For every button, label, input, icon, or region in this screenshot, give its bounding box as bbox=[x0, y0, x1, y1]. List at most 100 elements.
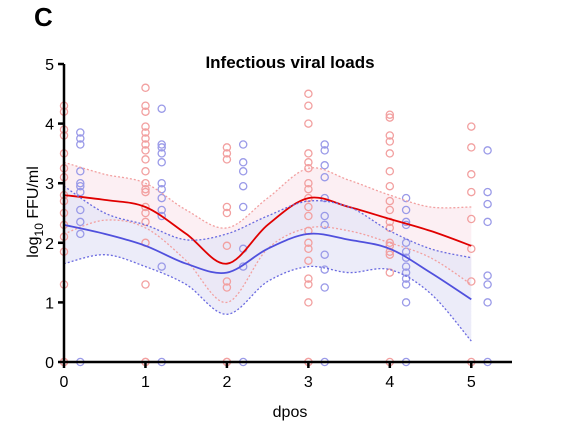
data-point-0-72 bbox=[385, 181, 395, 191]
data-point-0-41 bbox=[222, 241, 232, 251]
data-point-0-51 bbox=[304, 164, 313, 173]
data-point-0-63 bbox=[304, 298, 313, 307]
data-point-0-19 bbox=[141, 122, 150, 131]
y-tick-label-2: 2 bbox=[45, 236, 54, 253]
y-tick-label-5: 5 bbox=[45, 57, 54, 74]
data-point-0-49 bbox=[304, 149, 313, 158]
data-point-1-58 bbox=[483, 217, 492, 227]
data-point-0-18 bbox=[141, 107, 150, 116]
data-point-1-8 bbox=[76, 217, 85, 227]
data-point-0-28 bbox=[141, 187, 150, 197]
data-point-0-71 bbox=[385, 167, 395, 176]
data-point-1-13 bbox=[157, 143, 166, 152]
x-tick-label-3: 3 bbox=[304, 374, 313, 391]
data-point-1-46 bbox=[401, 238, 411, 248]
data-point-0-37 bbox=[222, 149, 232, 158]
data-point-0-30 bbox=[141, 208, 150, 218]
data-point-0-39 bbox=[222, 202, 232, 212]
data-point-1-48 bbox=[401, 253, 411, 262]
data-point-0-31 bbox=[141, 217, 150, 227]
data-point-1-6 bbox=[76, 187, 85, 197]
data-point-1-4 bbox=[76, 178, 85, 188]
confidence-band-1 bbox=[64, 186, 472, 342]
data-point-1-5 bbox=[76, 181, 85, 191]
data-point-1-2 bbox=[76, 140, 85, 149]
data-point-1-36 bbox=[320, 211, 329, 221]
data-point-0-59 bbox=[304, 244, 313, 254]
data-point-0-70 bbox=[385, 149, 395, 158]
x-tick-label-2: 2 bbox=[222, 374, 231, 391]
data-point-0-25 bbox=[141, 167, 150, 176]
fit-line-0 bbox=[63, 194, 472, 265]
data-point-0-55 bbox=[304, 202, 313, 212]
data-point-1-9 bbox=[76, 229, 85, 239]
data-point-1-23 bbox=[238, 140, 248, 149]
data-point-0-67 bbox=[385, 113, 395, 122]
x-tick-label-0: 0 bbox=[60, 374, 69, 391]
data-point-0-52 bbox=[304, 178, 313, 188]
data-point-0-42 bbox=[222, 277, 232, 286]
data-point-1-12 bbox=[157, 140, 166, 149]
data-point-1-25 bbox=[238, 167, 248, 176]
data-point-0-69 bbox=[385, 137, 395, 146]
data-point-1-56 bbox=[483, 187, 492, 197]
data-point-1-49 bbox=[401, 262, 411, 271]
y-tick-label-3: 3 bbox=[45, 176, 54, 193]
data-point-1-40 bbox=[320, 283, 329, 292]
data-point-1-43 bbox=[401, 205, 411, 215]
panel-label: C bbox=[34, 2, 53, 32]
x-tick-label-4: 4 bbox=[385, 374, 394, 391]
data-point-1-7 bbox=[76, 205, 85, 215]
data-point-0-58 bbox=[304, 238, 313, 248]
data-point-0-89 bbox=[467, 277, 476, 286]
data-point-0-20 bbox=[141, 128, 150, 137]
data-point-0-60 bbox=[304, 256, 313, 265]
ci-upper-line-0 bbox=[63, 161, 472, 229]
data-point-0-21 bbox=[141, 134, 150, 143]
data-point-1-1 bbox=[76, 134, 85, 143]
data-point-0-40 bbox=[222, 208, 232, 218]
data-point-1-17 bbox=[157, 184, 166, 194]
y-axis-title: log10 FFU/ml bbox=[25, 166, 46, 258]
chart-title: Infectious viral loads bbox=[205, 53, 374, 72]
data-point-0-43 bbox=[222, 283, 232, 292]
data-point-0-66 bbox=[385, 110, 395, 119]
data-point-0-56 bbox=[304, 211, 313, 221]
data-point-1-26 bbox=[238, 181, 248, 191]
data-point-0-47 bbox=[304, 101, 313, 110]
data-point-0-53 bbox=[304, 184, 313, 194]
data-point-1-14 bbox=[157, 149, 166, 158]
data-point-1-15 bbox=[157, 158, 166, 167]
data-point-0-84 bbox=[467, 143, 476, 152]
ci-upper-line-1 bbox=[63, 185, 472, 259]
data-point-1-32 bbox=[320, 146, 329, 155]
data-point-1-61 bbox=[483, 298, 492, 307]
data-point-0-24 bbox=[141, 155, 150, 164]
data-point-0-87 bbox=[467, 214, 476, 224]
data-point-1-16 bbox=[157, 178, 166, 188]
data-point-1-19 bbox=[157, 205, 166, 215]
data-point-0-73 bbox=[385, 196, 395, 206]
data-point-1-27 bbox=[238, 202, 248, 212]
y-tick-label-4: 4 bbox=[45, 117, 54, 134]
ci-lower-line-1 bbox=[63, 254, 472, 342]
data-point-1-20 bbox=[157, 211, 166, 221]
data-point-0-48 bbox=[304, 119, 313, 128]
data-point-1-11 bbox=[157, 104, 166, 113]
data-point-1-21 bbox=[157, 262, 166, 271]
fit-line-1 bbox=[63, 224, 472, 301]
data-point-1-0 bbox=[76, 128, 85, 137]
y-axis-title-unit: FFU/ml bbox=[25, 166, 42, 223]
data-point-0-26 bbox=[141, 178, 150, 188]
data-point-0-17 bbox=[141, 101, 150, 110]
data-point-0-27 bbox=[141, 184, 150, 194]
data-point-0-61 bbox=[304, 274, 313, 283]
data-point-0-23 bbox=[141, 146, 150, 155]
data-point-1-39 bbox=[320, 265, 329, 274]
data-point-0-62 bbox=[304, 280, 313, 289]
data-point-1-53 bbox=[401, 298, 411, 307]
data-point-1-37 bbox=[320, 220, 329, 230]
data-point-0-29 bbox=[141, 202, 150, 212]
data-point-0-22 bbox=[141, 140, 150, 149]
